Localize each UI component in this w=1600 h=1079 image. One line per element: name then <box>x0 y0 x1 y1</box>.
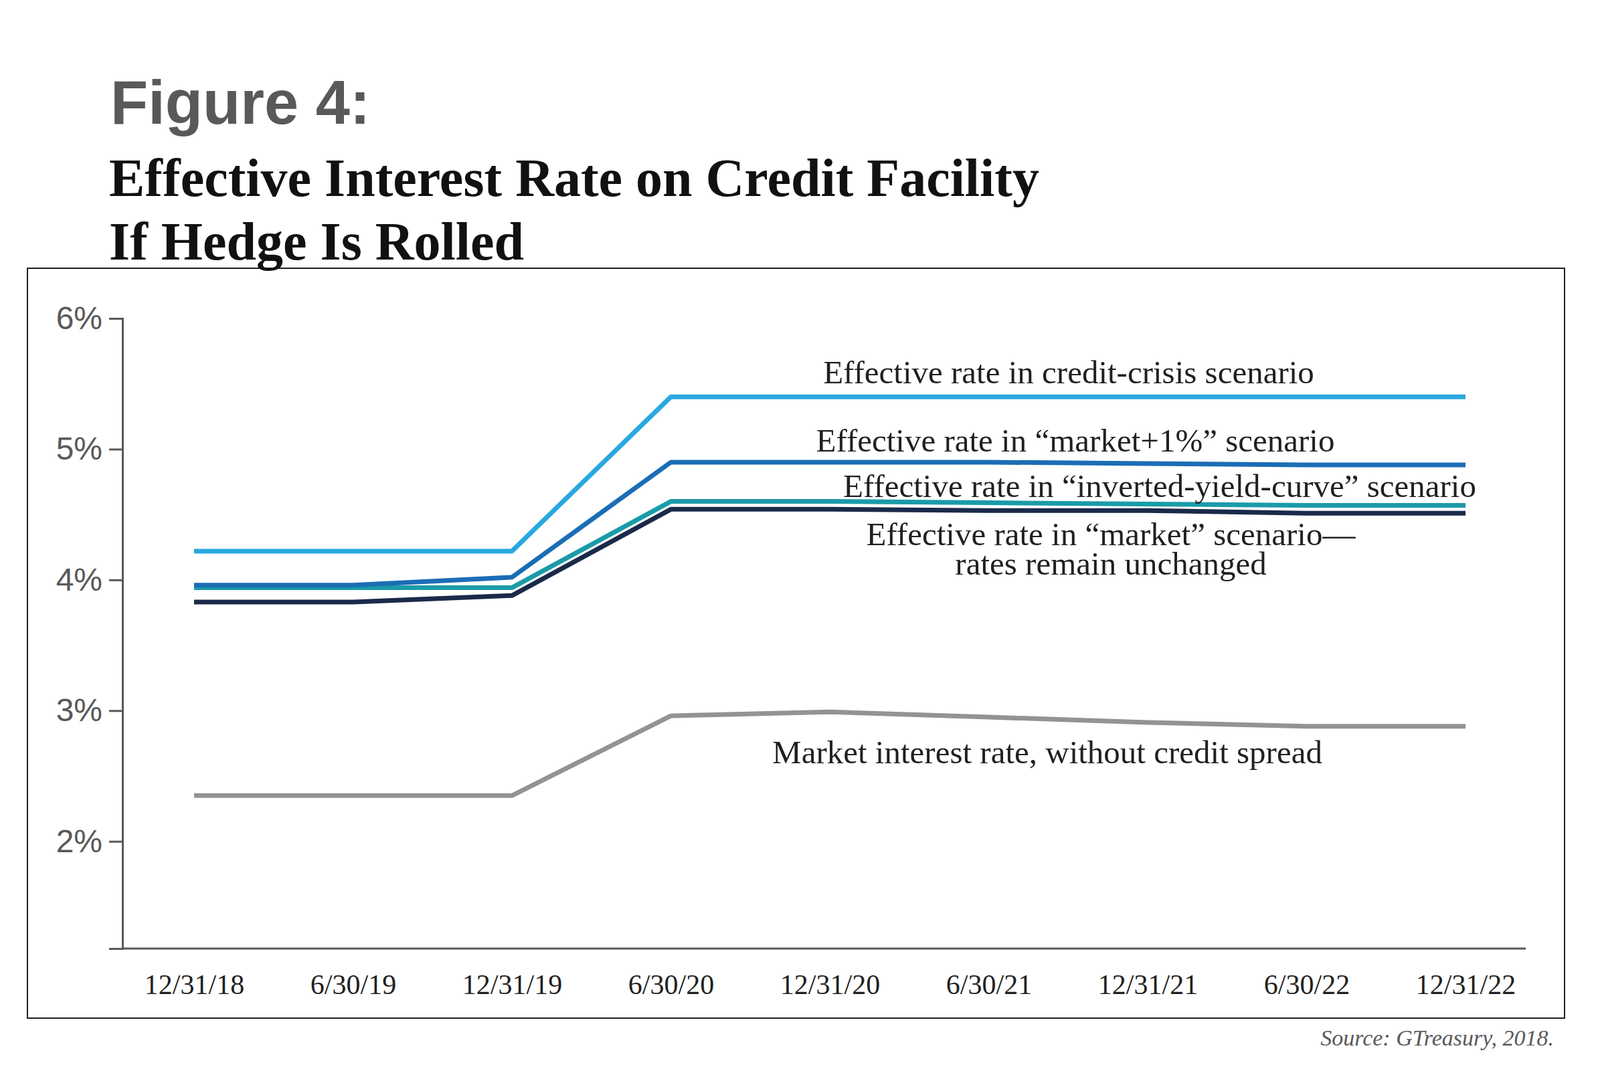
tick-label: 12/31/18 <box>144 969 245 1001</box>
tick-label: 5% <box>56 430 103 467</box>
x-axis: 12/31/18 6/30/19 12/31/19 6/30/20 12/31/20 6/… <box>122 948 1526 1001</box>
tick: 4% <box>56 562 123 598</box>
tick: 3% <box>56 692 123 729</box>
text-line: Effective Interest Rate on Credit Facili… <box>109 148 1040 208</box>
tick: 5% <box>56 430 123 467</box>
tick: 12/31/18 <box>144 969 245 1001</box>
tick-label: 6/30/20 <box>628 969 715 1001</box>
tick-mark <box>109 579 123 582</box>
series-line <box>194 501 1466 589</box>
axis-line <box>109 319 124 950</box>
lines <box>194 396 1466 796</box>
text-line: If Hedge Is Rolled <box>109 212 524 272</box>
text-line: rates remain unchanged <box>954 545 1267 583</box>
frame <box>27 268 1565 1019</box>
tick: 6/30/20 <box>628 969 715 1001</box>
tick-label: 3% <box>56 692 103 729</box>
tick-label: 12/31/20 <box>780 969 880 1001</box>
tick-label: 6/30/22 <box>1264 969 1350 1001</box>
series-labels: Effective rate in credit-crisis scenario… <box>772 353 1477 771</box>
axis-line <box>122 948 1526 951</box>
series-label: Market interest rate, without credit spr… <box>772 734 1323 771</box>
title: Figure 4: <box>110 68 371 137</box>
tick-label: 6/30/19 <box>310 969 397 1001</box>
tick-mark <box>109 709 123 713</box>
tick-label: 12/31/21 <box>1098 969 1198 1001</box>
tick: 12/31/22 <box>1415 969 1516 1001</box>
tick-label: 2% <box>56 823 103 860</box>
text-line: Effective rate in “market+1%” scenario <box>816 422 1336 460</box>
text-line: Figure 4: <box>110 68 371 137</box>
tick: 6/30/22 <box>1264 969 1350 1001</box>
tick-label: 4% <box>56 562 103 598</box>
tick: 12/31/21 <box>1098 969 1198 1001</box>
series-label: Effective rate in “market” scenario—rate… <box>866 515 1357 583</box>
y-axis: 2% 3% 4% 5% 6% <box>56 300 124 950</box>
chart: Figure 4: Effective Interest Rate on Cred… <box>0 0 1600 1079</box>
series-label: Effective rate in “market+1%” scenario <box>816 422 1336 460</box>
subtitle: Effective Interest Rate on Credit Facili… <box>109 148 1040 272</box>
tick-label: 12/31/19 <box>462 969 563 1001</box>
tick: 6/30/21 <box>946 969 1032 1001</box>
tick-mark <box>109 448 123 451</box>
tick: 6% <box>56 300 123 336</box>
text-line: Effective rate in credit-crisis scenario <box>823 353 1315 391</box>
tick-label: 6/30/21 <box>946 969 1032 1001</box>
text-line: Effective rate in “inverted-yield-curve”… <box>843 467 1477 505</box>
series-line <box>194 712 1466 796</box>
tick: 6/30/19 <box>310 969 397 1001</box>
tick: 2% <box>56 823 123 860</box>
tick: 12/31/20 <box>780 969 880 1001</box>
tick-mark <box>109 841 123 844</box>
tick-label: 12/31/22 <box>1415 969 1516 1001</box>
series-label: Effective rate in credit-crisis scenario <box>823 353 1315 391</box>
source: Source: GTreasury, 2018. <box>1320 1025 1554 1051</box>
text-line: Market interest rate, without credit spr… <box>772 734 1323 771</box>
tick-label: 6% <box>56 300 103 336</box>
series-label: Effective rate in “inverted-yield-curve”… <box>843 467 1477 505</box>
tick: 12/31/19 <box>462 969 563 1001</box>
tick-mark <box>109 317 123 320</box>
